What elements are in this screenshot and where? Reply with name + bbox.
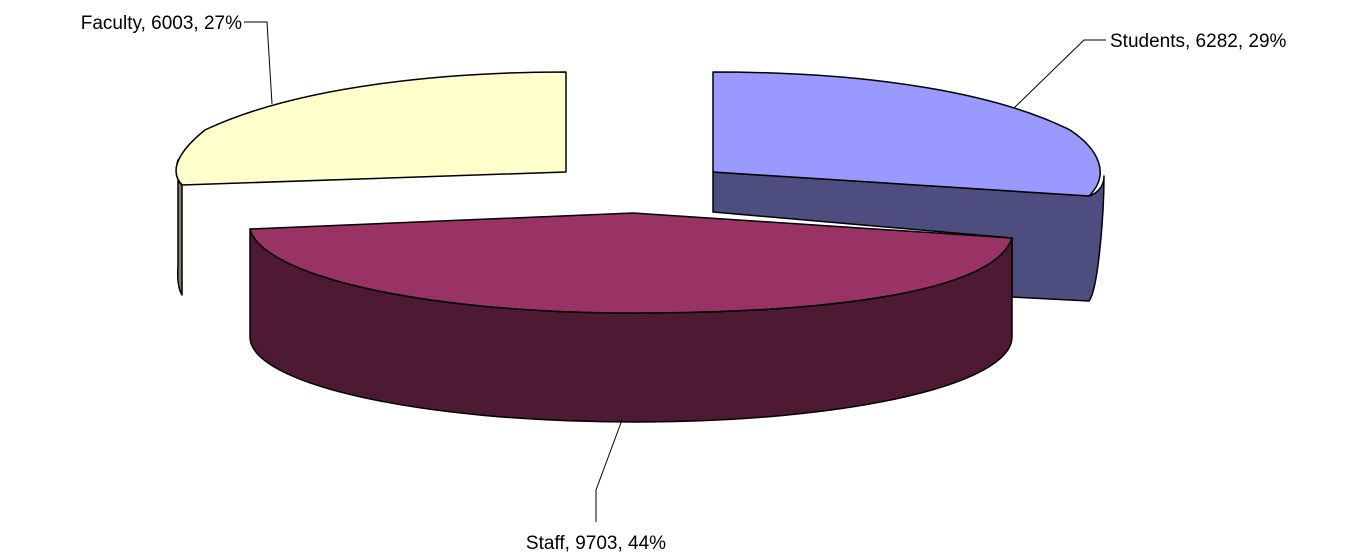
leader-line-staff bbox=[595, 419, 623, 522]
slice-students-side bbox=[712, 171, 1105, 302]
slice-faculty-top bbox=[175, 71, 567, 186]
leader-line-students bbox=[1013, 39, 1106, 109]
slice-students-top bbox=[712, 71, 1101, 197]
slice-staff-top bbox=[249, 212, 1013, 314]
data-label-students: Students, 6282, 29% bbox=[1110, 31, 1287, 52]
slice-students bbox=[712, 71, 1105, 302]
leader-line-faculty bbox=[244, 21, 273, 105]
slice-faculty bbox=[175, 71, 567, 296]
data-label-faculty: Faculty, 6003, 27% bbox=[81, 13, 242, 34]
data-label-staff: Staff, 9703, 44% bbox=[526, 533, 666, 554]
slice-staff bbox=[249, 212, 1013, 423]
